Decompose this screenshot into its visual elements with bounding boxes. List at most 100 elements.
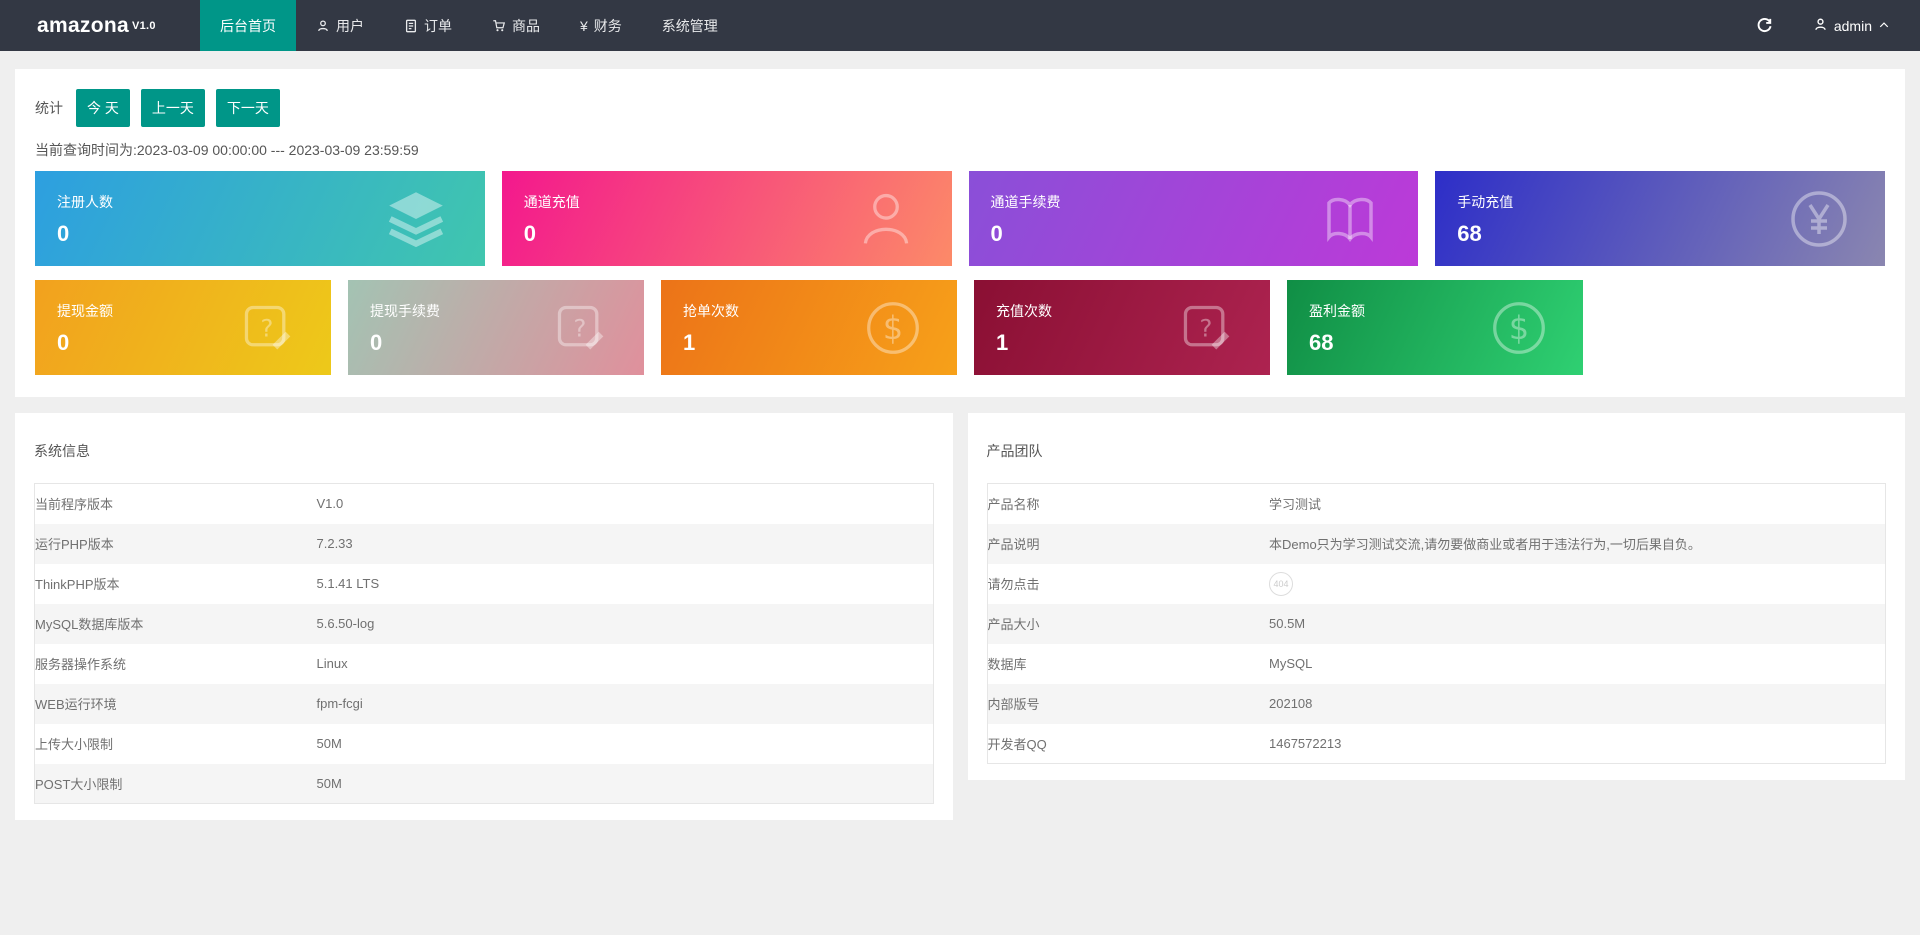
nav-item-dashboard[interactable]: 后台首页 xyxy=(200,0,296,51)
next-day-button[interactable]: 下一天 xyxy=(215,89,280,127)
nav-item-goods[interactable]: 商品 xyxy=(472,0,560,51)
stats-panel: 统计 今 天 上一天 下一天 当前查询时间为:2023-03-09 00:00:… xyxy=(15,69,1905,397)
table-row: 服务器操作系统 Linux xyxy=(35,644,934,684)
stat-card-title: 通道充值 xyxy=(523,194,580,210)
system-info-panel: 系统信息 当前程序版本 V1.0 运行PHP版本 7.2.33 ThinkPHP版本… xyxy=(15,413,953,820)
nav-item-label: 订单 xyxy=(424,17,452,34)
stat-card-value: 68 xyxy=(1309,330,1334,355)
table-row: 开发者QQ 1467572213 xyxy=(987,724,1886,764)
row-value: 1467572213 xyxy=(1269,735,1342,751)
navbar: amazona V1.0 后台首页 用户 订单 商品 ¥ 财务 xyxy=(0,0,1920,51)
stat-card-withdraw-amount: 提现金额 0 ? xyxy=(35,280,331,375)
row-label: 产品说明 xyxy=(987,537,1040,552)
table-row: WEB运行环境 fpm-fcgi xyxy=(34,683,933,724)
admin-person-icon xyxy=(1813,17,1828,35)
row-label: 产品大小 xyxy=(987,617,1040,632)
system-info-title: 系统信息 xyxy=(34,443,90,459)
stat-card-channel-recharge: 通道充值 0 xyxy=(501,171,952,266)
row-value: 202108 xyxy=(1269,696,1313,711)
nav-right: admin xyxy=(1756,0,1920,51)
table-row: 产品名称 学习测试 xyxy=(987,484,1886,524)
svg-text:$: $ xyxy=(1509,311,1529,347)
stat-card-value: 0 xyxy=(523,221,536,246)
nav-item-system[interactable]: 系统管理 xyxy=(642,0,738,51)
row-value: 5.6.50-log xyxy=(316,616,375,631)
table-row: 内部版号 202108 xyxy=(987,683,1886,724)
row-value: 50M xyxy=(316,775,342,791)
nav-item-label: 用户 xyxy=(336,17,364,34)
svg-text:$: $ xyxy=(883,311,903,347)
brand-name: amazona xyxy=(37,13,129,37)
previous-day-button[interactable]: 上一天 xyxy=(140,89,205,127)
do-not-click-badge[interactable]: 404 xyxy=(1269,571,1293,596)
stat-card-value: 1 xyxy=(683,330,696,355)
row-label: 数据库 xyxy=(987,657,1027,672)
refresh-icon[interactable] xyxy=(1756,17,1773,34)
row-value: fpm-fcgi xyxy=(316,696,363,711)
stat-card-withdraw-fee: 提现手续费 0 ? xyxy=(348,280,644,375)
person-icon xyxy=(856,189,916,249)
stat-card-title: 注册人数 xyxy=(57,194,113,210)
row-label: 上传大小限制 xyxy=(35,737,114,752)
stat-cards-row-2: 提现金额 0 ? 提现手续费 0 ? 抢单次数 xyxy=(35,280,1885,375)
row-label: ThinkPHP版本 xyxy=(35,577,120,592)
row-value: MySQL xyxy=(1269,656,1313,671)
row-label: 内部版号 xyxy=(987,697,1040,712)
stat-card-registrations: 注册人数 0 xyxy=(35,171,485,266)
stat-card-title: 通道手续费 xyxy=(990,194,1061,210)
table-row: ThinkPHP版本 5.1.41 LTS xyxy=(35,564,934,604)
row-value: Linux xyxy=(316,656,348,671)
stat-card-title: 充值次数 xyxy=(996,303,1052,319)
brand-version: V1.0 xyxy=(131,19,156,32)
row-value: 学习测试 xyxy=(1269,497,1322,513)
row-value: 5.1.41 LTS xyxy=(316,576,380,591)
stat-card-title: 抢单次数 xyxy=(683,303,739,319)
nav-item-orders[interactable]: 订单 xyxy=(384,0,472,51)
stat-card-profit-amount: 盈利金额 68 $ xyxy=(1287,280,1583,375)
nav-item-users[interactable]: 用户 xyxy=(296,0,384,51)
user-menu[interactable]: admin xyxy=(1813,17,1890,35)
row-value: V1.0 xyxy=(316,496,344,512)
stat-card-channel-fee: 通道手续费 0 xyxy=(968,171,1419,266)
table-row: 请勿点击 404 xyxy=(987,564,1886,604)
row-value: 50.5M xyxy=(1269,616,1306,631)
doc-question-icon: ? xyxy=(239,301,295,355)
stat-card-title: 手动充值 xyxy=(1457,194,1514,210)
bottom-area: 系统信息 当前程序版本 V1.0 运行PHP版本 7.2.33 ThinkPHP版本… xyxy=(15,413,1905,820)
today-button[interactable]: 今 天 xyxy=(76,89,130,127)
table-row: POST大小限制 50M xyxy=(34,763,933,804)
layers-icon xyxy=(383,190,449,248)
row-label: 运行PHP版本 xyxy=(35,537,114,552)
yen-icon: ¥ xyxy=(580,17,588,34)
table-row: 数据库 MySQL xyxy=(987,644,1886,684)
order-icon xyxy=(404,19,418,33)
main-menu: 后台首页 用户 订单 商品 ¥ 财务 系统管理 xyxy=(200,0,738,51)
row-label: WEB运行环境 xyxy=(35,697,117,712)
stat-card-title: 提现金额 xyxy=(57,303,113,319)
table-row: 产品说明 本Demo只为学习测试交流,请勿要做商业或者用于违法行为,一切后果自负。 xyxy=(987,523,1886,564)
system-info-table: 当前程序版本 V1.0 运行PHP版本 7.2.33 ThinkPHP版本 5.1.4… xyxy=(34,483,934,804)
dollar-circle-icon: $ xyxy=(1491,300,1547,356)
dollar-circle-icon: $ xyxy=(865,300,921,356)
row-label: 产品名称 xyxy=(987,497,1040,513)
row-label: 当前程序版本 xyxy=(35,497,114,513)
doc-question-icon: ? xyxy=(1178,301,1234,355)
stat-card-value: 0 xyxy=(370,330,383,355)
nav-item-finance[interactable]: ¥ 财务 xyxy=(560,0,642,51)
doc-question-icon: ? xyxy=(552,301,608,355)
row-label: 请勿点击 xyxy=(987,577,1040,592)
table-row: 上传大小限制 50M xyxy=(35,724,934,764)
row-value: 404 xyxy=(1269,564,1886,604)
stat-range-controls: 统计 今 天 上一天 下一天 xyxy=(35,89,1885,127)
brand-logo[interactable]: amazona V1.0 xyxy=(0,0,200,51)
nav-item-label: 系统管理 xyxy=(661,17,718,34)
stat-card-value: 0 xyxy=(990,221,1003,246)
row-label: POST大小限制 xyxy=(35,776,123,792)
row-label: 开发者QQ xyxy=(987,736,1047,752)
stat-card-title: 盈利金额 xyxy=(1309,303,1365,319)
row-value: 7.2.33 xyxy=(316,536,353,551)
cart-icon xyxy=(492,19,506,33)
svg-text:?: ? xyxy=(573,313,586,342)
product-team-table: 产品名称 学习测试 产品说明 本Demo只为学习测试交流,请勿要做商业或者用于违法行… xyxy=(986,483,1886,764)
stat-card-value: 1 xyxy=(996,330,1009,355)
